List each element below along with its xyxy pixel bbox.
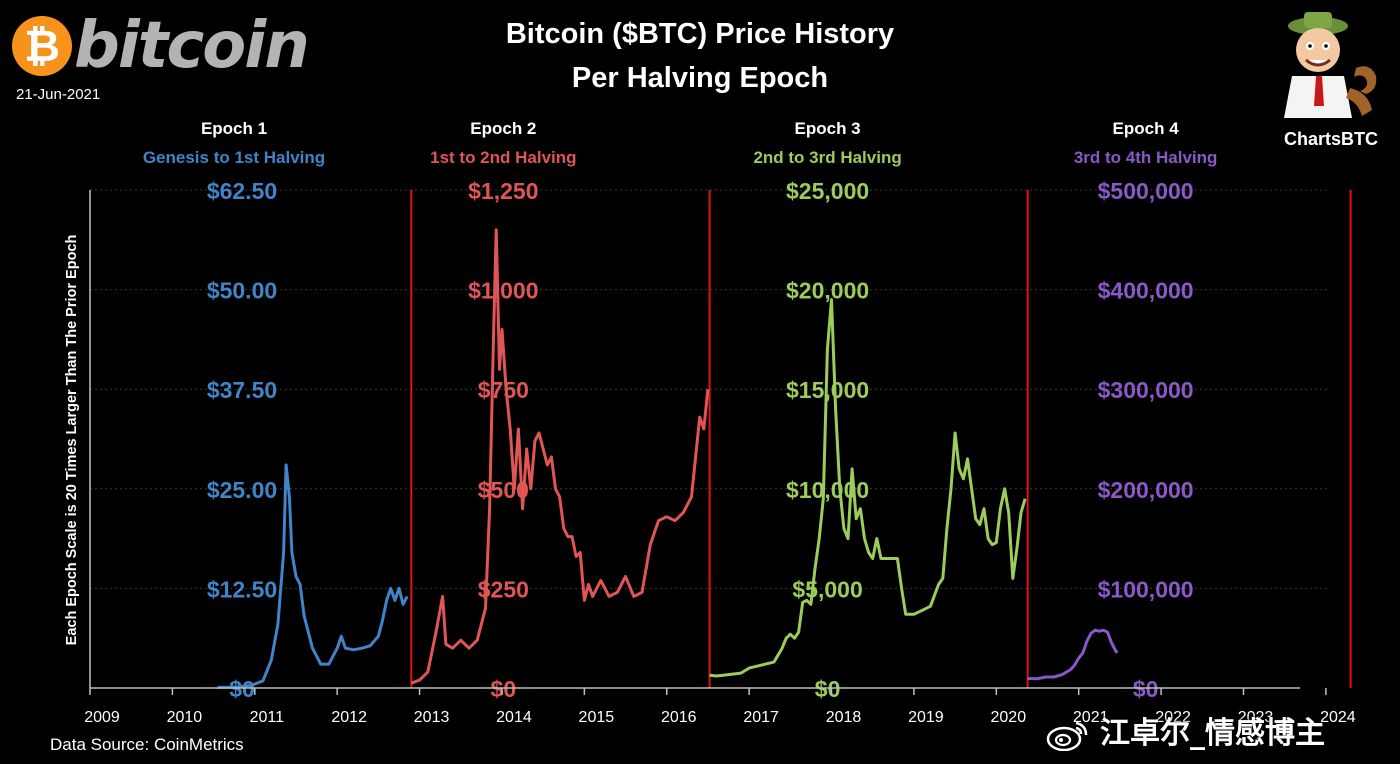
epoch-dividers (410, 190, 1352, 688)
brand-label: ChartsBTC (1283, 129, 1378, 149)
data-source: Data Source: CoinMetrics (50, 735, 244, 754)
y-tick-label: $100,000 (1098, 576, 1194, 602)
x-tick-label: 2009 (84, 709, 120, 726)
chart-date: 21-Jun-2021 (16, 86, 101, 103)
x-tick-label: 2012 (331, 709, 367, 726)
series-line-4 (1027, 628, 1119, 681)
series-line-2 (410, 228, 710, 685)
series-line-1 (217, 463, 409, 689)
y-tick-label: $25,000 (786, 178, 869, 204)
y-tick-labels: $0 $12.50 $25.00 $37.50 $50.00 $62.50 $0 $250 $5… (207, 178, 1194, 702)
x-tick-label: 2022 (1155, 709, 1191, 726)
epoch-title: Epoch 1 (201, 119, 267, 138)
series-lines (217, 228, 1119, 689)
x-tick-label: 2023 (1238, 709, 1274, 726)
y-axis-label: Each Epoch Scale is 20 Times Larger Than… (64, 235, 80, 646)
y-tick-label: $50.00 (207, 278, 277, 304)
y-tick-label: $12.50 (207, 576, 277, 602)
bitcoin-wordmark: bitcoin (74, 9, 310, 83)
y-tick-label: $750 (478, 377, 529, 403)
x-tick-label: 2015 (579, 709, 615, 726)
epoch-headers: Epoch 1 Genesis to 1st Halving Epoch 2 1st … (143, 119, 1218, 167)
y-tick-label: $300,000 (1098, 377, 1194, 403)
x-tick-label: 2013 (414, 709, 450, 726)
x-tick-label: 2011 (250, 709, 285, 726)
y-tick-label: $0 (229, 676, 255, 702)
x-tick-label: 2020 (991, 709, 1027, 726)
y-tick-label: $10,000 (786, 477, 869, 503)
y-tick-label: $250 (478, 576, 529, 602)
x-axis: 2009 2010 2011 2012 2013 2014 2015 2016 2017 2018… (84, 190, 1356, 726)
epoch-title: Epoch 4 (1113, 119, 1180, 138)
x-tick-label: 2019 (908, 709, 944, 726)
y-tick-label: $62.50 (207, 178, 277, 204)
x-tick-label: 2021 (1073, 709, 1109, 726)
epoch-title: Epoch 3 (795, 119, 861, 138)
watermark: 江卓尔_情感博主 (1046, 708, 1325, 752)
x-tick-label: 2017 (743, 709, 779, 726)
chart-title-line2: Per Halving Epoch (571, 62, 829, 94)
y-tick-label: $0 (1133, 676, 1159, 702)
x-tick-label: 2014 (496, 709, 532, 726)
chart-title-line1: Bitcoin ($BTC) Price History (505, 18, 895, 50)
bitcoin-logo: ₿ bitcoin (12, 9, 310, 83)
watermark-text: 江卓尔_情感博主 (1100, 716, 1325, 751)
epoch-subtitle: Genesis to 1st Halving (143, 148, 325, 167)
epoch-subtitle: 3rd to 4th Halving (1074, 148, 1218, 167)
x-tick-label: 2024 (1320, 709, 1356, 726)
y-tick-label: $200,000 (1098, 477, 1194, 503)
epoch-subtitle: 2nd to 3rd Halving (753, 148, 901, 167)
y-tick-label: $20,000 (786, 278, 869, 304)
y-tick-label: $25.00 (207, 477, 277, 503)
y-tick-label: $500,000 (1098, 178, 1194, 204)
epoch-title: Epoch 2 (470, 119, 536, 138)
y-tick-label: $1,000 (468, 278, 538, 304)
chartsbtc-brand: ChartsBTC (1266, 6, 1396, 152)
y-tick-label: $0 (815, 676, 841, 702)
weibo-icon (1046, 721, 1088, 751)
bitcoin-coin-icon: ₿ (12, 16, 72, 76)
y-tick-label: $15,000 (786, 377, 869, 403)
x-tick-label: 2010 (167, 709, 203, 726)
y-tick-label: $37.50 (207, 377, 277, 403)
y-tick-label: $5,000 (792, 576, 862, 602)
x-tick-label: 2016 (661, 709, 697, 726)
y-tick-label: $0 (491, 676, 517, 702)
y-tick-label: $400,000 (1098, 278, 1194, 304)
y-tick-label: $1,250 (468, 178, 538, 204)
epoch-subtitle: 1st to 2nd Halving (430, 148, 576, 167)
cartoon-mascot-icon (1284, 12, 1377, 118)
y-tick-label: $500 (478, 477, 529, 503)
series-line-3 (709, 298, 1027, 678)
x-tick-label: 2018 (826, 709, 862, 726)
